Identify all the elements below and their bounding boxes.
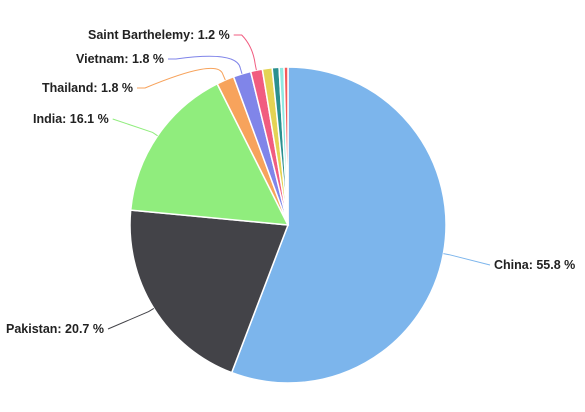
data-label-india: India: 16.1 % [33, 112, 109, 126]
connector-thailand [137, 68, 226, 89]
connector-pakistan [107, 307, 155, 330]
data-label-thailand: Thailand: 1.8 % [42, 81, 133, 95]
data-label-pakistan: Pakistan: 20.7 % [6, 322, 104, 336]
connector-china [443, 253, 491, 266]
data-label-saint-barthelemy: Saint Barthelemy: 1.2 % [88, 28, 230, 42]
data-label-china: China: 55.8 % [494, 258, 575, 272]
connector-vietnam [168, 55, 243, 74]
connector-india [112, 118, 158, 137]
data-label-vietnam: Vietnam: 1.8 % [76, 52, 164, 66]
connector-saint-barthelemy [233, 34, 257, 71]
pie-slice-china[interactable] [230, 66, 447, 384]
pie-slice-other-9[interactable] [283, 66, 289, 226]
pie-slice-pakistan[interactable] [129, 209, 290, 374]
